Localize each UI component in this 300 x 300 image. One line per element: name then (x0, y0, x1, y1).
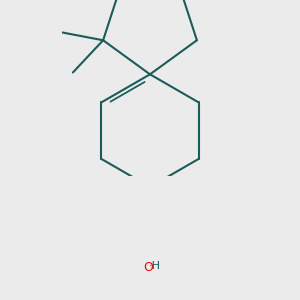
Text: O: O (144, 261, 154, 274)
Text: ·H: ·H (149, 261, 161, 271)
